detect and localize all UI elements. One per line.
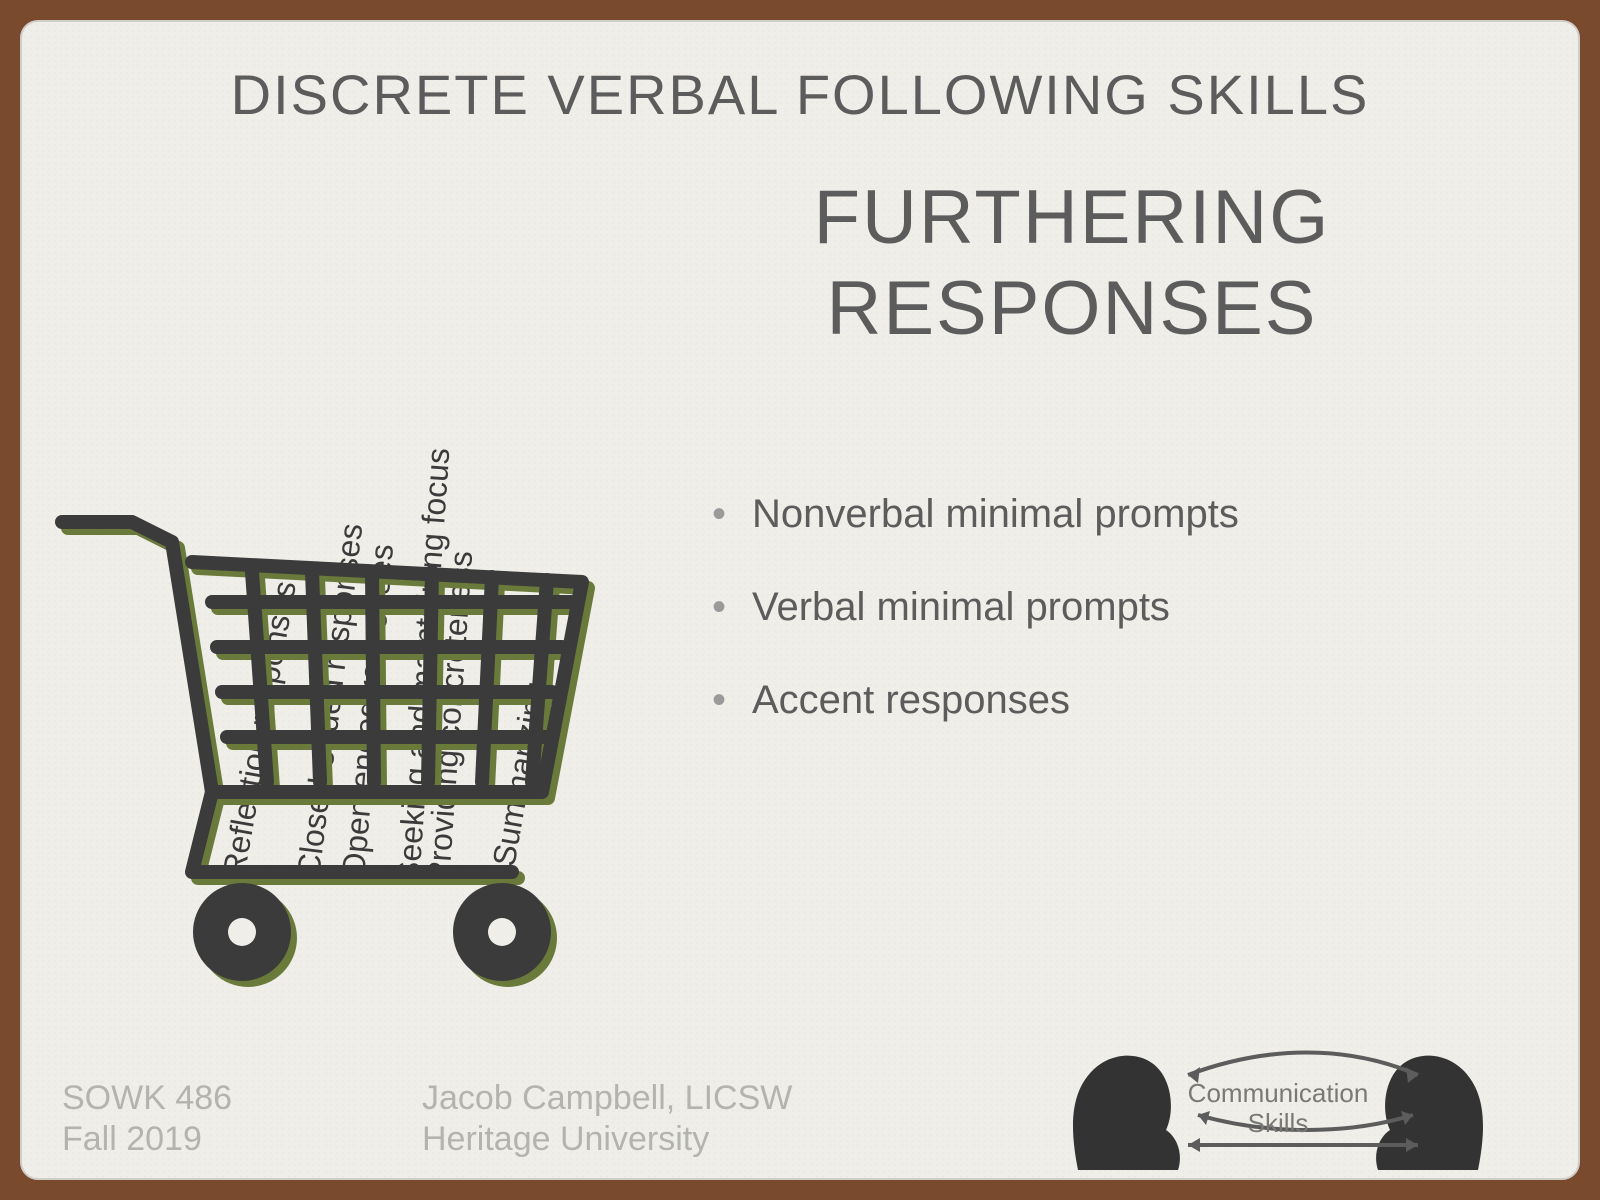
subtitle-line-1: FURTHERING bbox=[814, 175, 1331, 260]
bullet-item: Accent responses bbox=[712, 678, 1472, 723]
bullet-item: Nonverbal minimal prompts bbox=[712, 492, 1472, 537]
subtitle-line-2: RESPONSES bbox=[826, 266, 1317, 351]
course-code: SOWK 486 bbox=[62, 1078, 402, 1119]
slide-title: DISCRETE VERBAL FOLLOWING SKILLS bbox=[22, 62, 1578, 127]
badge-line-2: Skills bbox=[1248, 1108, 1309, 1138]
footer-right: Communication Skills bbox=[1018, 1030, 1538, 1160]
bullet-list: Nonverbal minimal prompts Verbal minimal… bbox=[712, 492, 1472, 771]
footer-left: SOWK 486 Fall 2019 bbox=[62, 1078, 402, 1160]
cart-icon bbox=[42, 452, 612, 1012]
shopping-cart-graphic: Reflection responses Closed-ended respon… bbox=[42, 312, 612, 1012]
badge-line-1: Communication bbox=[1188, 1078, 1369, 1108]
slide-footer: SOWK 486 Fall 2019 Jacob Campbell, LICSW… bbox=[62, 1030, 1538, 1160]
slide-frame: DISCRETE VERBAL FOLLOWING SKILLS FURTHER… bbox=[20, 20, 1580, 1180]
author-name: Jacob Campbell, LICSW bbox=[422, 1078, 1018, 1119]
term: Fall 2019 bbox=[62, 1119, 402, 1160]
footer-center: Jacob Campbell, LICSW Heritage Universit… bbox=[402, 1078, 1018, 1160]
slide-subtitle: FURTHERING RESPONSES bbox=[662, 172, 1482, 354]
institution-name: Heritage University bbox=[422, 1119, 1018, 1160]
bullet-item: Verbal minimal prompts bbox=[712, 585, 1472, 630]
communication-icon: Communication Skills bbox=[1018, 1020, 1538, 1170]
